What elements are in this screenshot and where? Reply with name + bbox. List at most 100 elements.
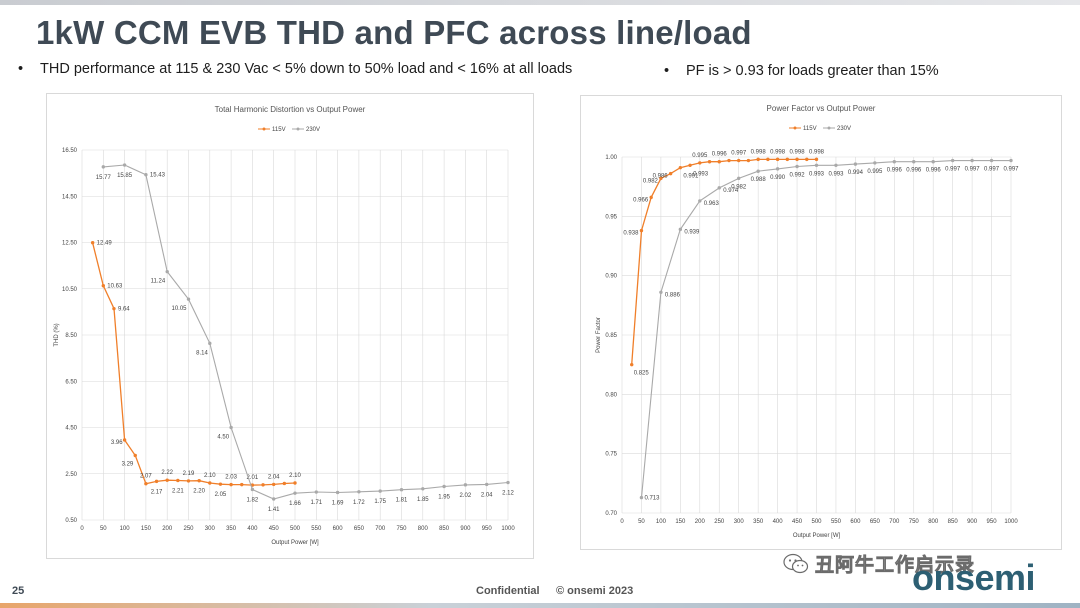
data-label: 0.998 xyxy=(751,149,767,155)
data-point xyxy=(805,157,809,162)
data-label: 0.974 xyxy=(723,188,739,194)
page-number: 25 xyxy=(12,585,25,597)
data-point xyxy=(892,160,896,164)
data-label: 0.988 xyxy=(751,177,767,183)
x-tick-label: 950 xyxy=(482,526,493,532)
x-tick-label: 450 xyxy=(792,519,803,525)
data-label: 2.17 xyxy=(151,489,163,495)
x-tick-label: 700 xyxy=(889,519,900,525)
data-label: 1.81 xyxy=(396,498,408,504)
data-label: 0.938 xyxy=(623,231,639,237)
data-point xyxy=(717,160,721,164)
wechat-icon xyxy=(783,553,809,574)
bullet-symbol: • xyxy=(664,63,670,79)
x-tick-label: 50 xyxy=(100,526,107,532)
data-point xyxy=(688,163,692,168)
bullet-thd: • THD performance at 115 & 230 Vac < 5% d… xyxy=(18,61,572,77)
data-label: 2.02 xyxy=(460,493,472,499)
top-accent-bar xyxy=(0,0,1080,5)
y-tick-label: 10.50 xyxy=(62,287,78,293)
bullet-pf: • PF is > 0.93 for loads greater than 15% xyxy=(664,63,939,79)
data-label: 0.998 xyxy=(770,149,786,155)
data-point xyxy=(834,163,838,168)
data-label: 0.886 xyxy=(665,292,681,298)
data-point xyxy=(707,160,712,164)
y-tick-label: 0.75 xyxy=(605,452,617,458)
x-tick-label: 650 xyxy=(354,526,365,532)
data-point xyxy=(165,269,169,274)
data-label: 2.10 xyxy=(289,473,301,479)
x-tick-label: 650 xyxy=(870,519,881,525)
data-point xyxy=(814,157,819,162)
data-point xyxy=(442,484,446,489)
data-point xyxy=(378,489,382,493)
data-label: 0.996 xyxy=(926,168,942,174)
y-tick-label: 0.70 xyxy=(605,511,617,517)
x-tick-label: 0 xyxy=(80,526,84,532)
x-tick-label: 200 xyxy=(162,526,173,532)
x-tick-label: 100 xyxy=(656,519,667,525)
x-tick-label: 550 xyxy=(311,526,322,532)
data-label: 2.05 xyxy=(215,492,227,498)
data-point xyxy=(659,176,663,181)
series-230V: 15.77 15.85 15.43 11.24 10.05 8.14 4.50 1.82 1.4… xyxy=(96,163,514,513)
data-point xyxy=(717,186,721,190)
data-point xyxy=(144,481,148,486)
data-label: 0.996 xyxy=(712,152,728,158)
x-tick-label: 400 xyxy=(773,519,784,525)
data-label: 1.69 xyxy=(332,500,344,506)
data-point xyxy=(746,158,751,163)
legend-item-115V: 115V xyxy=(789,126,817,132)
x-tick-label: 800 xyxy=(928,519,939,525)
data-point xyxy=(240,482,244,487)
data-point xyxy=(208,481,212,485)
data-label: 10.05 xyxy=(171,306,187,312)
data-label: 2.10 xyxy=(204,473,216,479)
chart-svg: Power Factor vs Output Power 115V 230V 0 50 1… xyxy=(580,95,1062,550)
x-tick-label: 600 xyxy=(333,526,344,532)
data-label: 0.993 xyxy=(693,171,709,177)
x-tick-label: 300 xyxy=(205,526,216,532)
x-tick-label: 450 xyxy=(269,526,280,532)
data-label: 2.07 xyxy=(140,474,152,480)
data-label: 1.75 xyxy=(374,499,386,505)
data-label: 0.998 xyxy=(790,149,806,155)
data-label: 0.991 xyxy=(683,174,699,180)
data-point xyxy=(218,482,223,486)
data-point xyxy=(639,228,644,233)
legend-marker xyxy=(827,126,831,130)
x-tick-label: 600 xyxy=(850,519,861,525)
data-point xyxy=(421,487,425,491)
chart-svg: Total Harmonic Distortion vs Output Powe… xyxy=(46,93,534,559)
data-point xyxy=(1009,158,1013,163)
confidential-label: Confidential xyxy=(476,585,540,597)
data-point xyxy=(659,290,663,294)
data-point xyxy=(912,160,916,164)
data-point xyxy=(197,478,201,483)
data-label: 1.85 xyxy=(417,497,429,503)
data-label: 15.77 xyxy=(96,175,112,181)
y-axis-label: Power Factor xyxy=(596,317,602,353)
data-point xyxy=(399,488,404,492)
data-label: 0.996 xyxy=(887,168,903,174)
data-label: 0.997 xyxy=(984,167,1000,173)
data-point xyxy=(766,157,770,162)
series-line xyxy=(640,160,1011,498)
bullet-pf-text: PF is > 0.93 for loads greater than 15% xyxy=(686,63,939,79)
x-tick-label: 750 xyxy=(396,526,407,532)
data-point xyxy=(737,176,741,181)
data-point xyxy=(314,490,318,494)
data-label: 11.24 xyxy=(151,279,166,285)
data-point xyxy=(775,157,780,162)
data-point xyxy=(630,362,634,367)
legend-label: 115V xyxy=(803,126,817,132)
legend-label: 230V xyxy=(837,126,851,132)
x-tick-label: 150 xyxy=(675,519,686,525)
data-label: 0.982 xyxy=(731,184,747,190)
chart-border xyxy=(46,93,534,559)
data-point xyxy=(293,481,297,485)
data-point xyxy=(668,171,673,176)
x-tick-label: 800 xyxy=(418,526,429,532)
x-tick-label: 150 xyxy=(141,526,152,532)
